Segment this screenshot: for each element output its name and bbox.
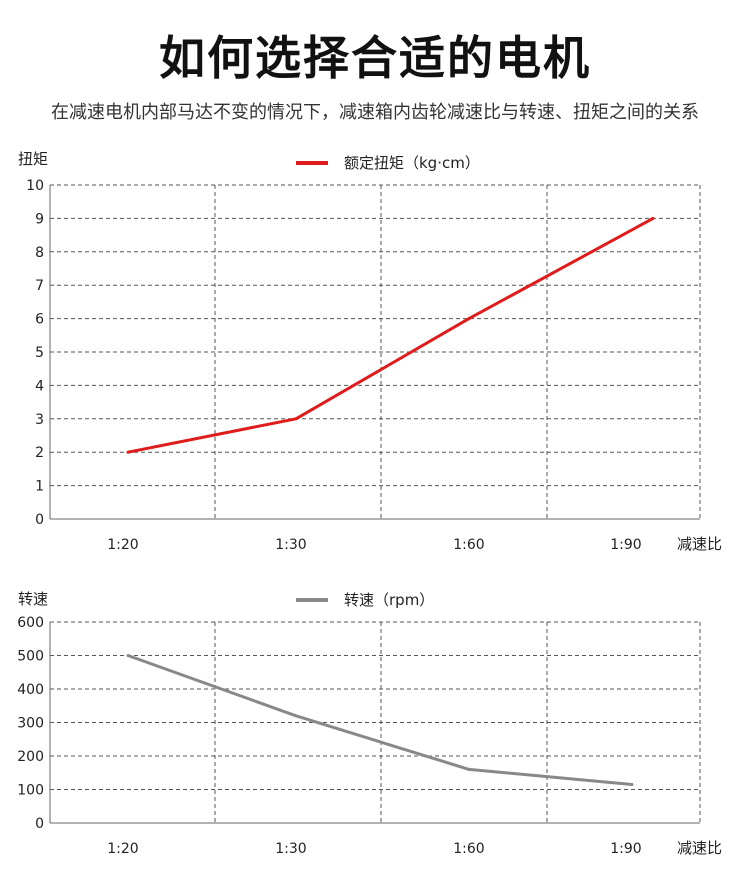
y-tick-label: 7 [35, 278, 44, 294]
data-point [126, 450, 130, 454]
data-point [126, 654, 130, 657]
x-tick-label: 1:20 [107, 841, 138, 857]
y-tick-label: 500 [17, 649, 44, 665]
series-line [127, 217, 654, 454]
x-axis-label: 减速比 [677, 535, 722, 553]
y-tick-label: 2 [35, 445, 44, 461]
y-tick-label: 6 [35, 312, 44, 328]
legend-label: 转速（rpm） [344, 591, 434, 609]
y-tick-label: 400 [17, 682, 44, 698]
y-tick-label: 8 [35, 245, 44, 261]
page-title: 如何选择合适的电机 [159, 31, 591, 85]
x-tick-label: 1:60 [453, 537, 484, 553]
data-point [630, 782, 634, 786]
y-tick-label: 600 [17, 615, 44, 631]
y-tick-label: 100 [17, 783, 44, 799]
y-tick-label: 0 [35, 512, 44, 528]
x-tick-label: 1:60 [453, 841, 484, 857]
y-axis-label: 转速 [18, 590, 48, 608]
y-tick-label: 300 [17, 716, 44, 732]
x-tick-label: 1:90 [610, 537, 641, 553]
data-point [651, 216, 655, 220]
y-tick-label: 200 [17, 749, 44, 765]
x-tick-label: 1:90 [610, 841, 641, 857]
y-tick-label: 10 [26, 178, 44, 194]
data-point [467, 767, 471, 771]
x-tick-label: 1:20 [107, 537, 138, 553]
series-line [127, 654, 633, 786]
x-tick-label: 1:30 [275, 537, 306, 553]
y-tick-label: 0 [35, 816, 44, 832]
page-subtitle: 在减速电机内部马达不变的情况下，减速箱内齿轮减速比与转速、扭矩之间的关系 [51, 102, 699, 123]
y-tick-label: 4 [35, 378, 44, 394]
data-point [294, 417, 298, 421]
legend-label: 额定扭矩（kg·cm） [344, 154, 480, 172]
y-tick-label: 5 [35, 345, 44, 361]
y-tick-label: 3 [35, 412, 44, 428]
data-point [467, 317, 471, 321]
y-axis-label: 扭矩 [18, 150, 48, 168]
data-point [294, 714, 298, 718]
x-axis-label: 减速比 [677, 839, 722, 857]
y-tick-label: 9 [35, 211, 44, 227]
x-tick-label: 1:30 [275, 841, 306, 857]
y-tick-label: 1 [35, 479, 44, 495]
